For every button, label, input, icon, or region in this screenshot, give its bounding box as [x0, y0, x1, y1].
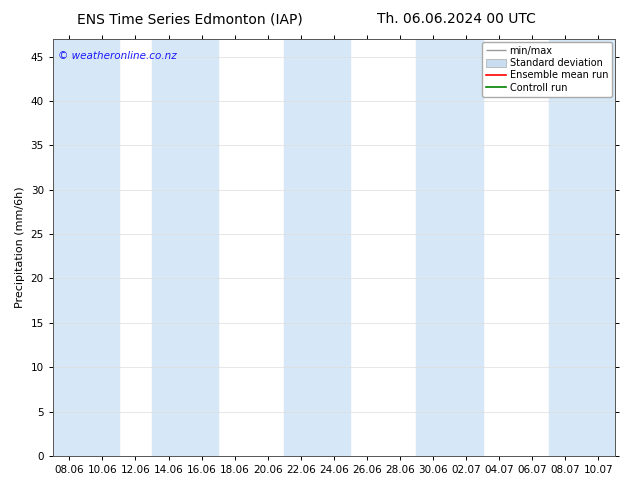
Bar	[152, 39, 218, 456]
Text: ENS Time Series Edmonton (IAP): ENS Time Series Edmonton (IAP)	[77, 12, 303, 26]
Y-axis label: Precipitation (mm/6h): Precipitation (mm/6h)	[15, 187, 25, 308]
Bar	[417, 39, 482, 456]
Bar	[284, 39, 351, 456]
Bar	[53, 39, 119, 456]
Text: © weatheronline.co.nz: © weatheronline.co.nz	[58, 51, 178, 61]
Bar	[548, 39, 615, 456]
Text: Th. 06.06.2024 00 UTC: Th. 06.06.2024 00 UTC	[377, 12, 536, 26]
Legend: min/max, Standard deviation, Ensemble mean run, Controll run: min/max, Standard deviation, Ensemble me…	[482, 42, 612, 97]
